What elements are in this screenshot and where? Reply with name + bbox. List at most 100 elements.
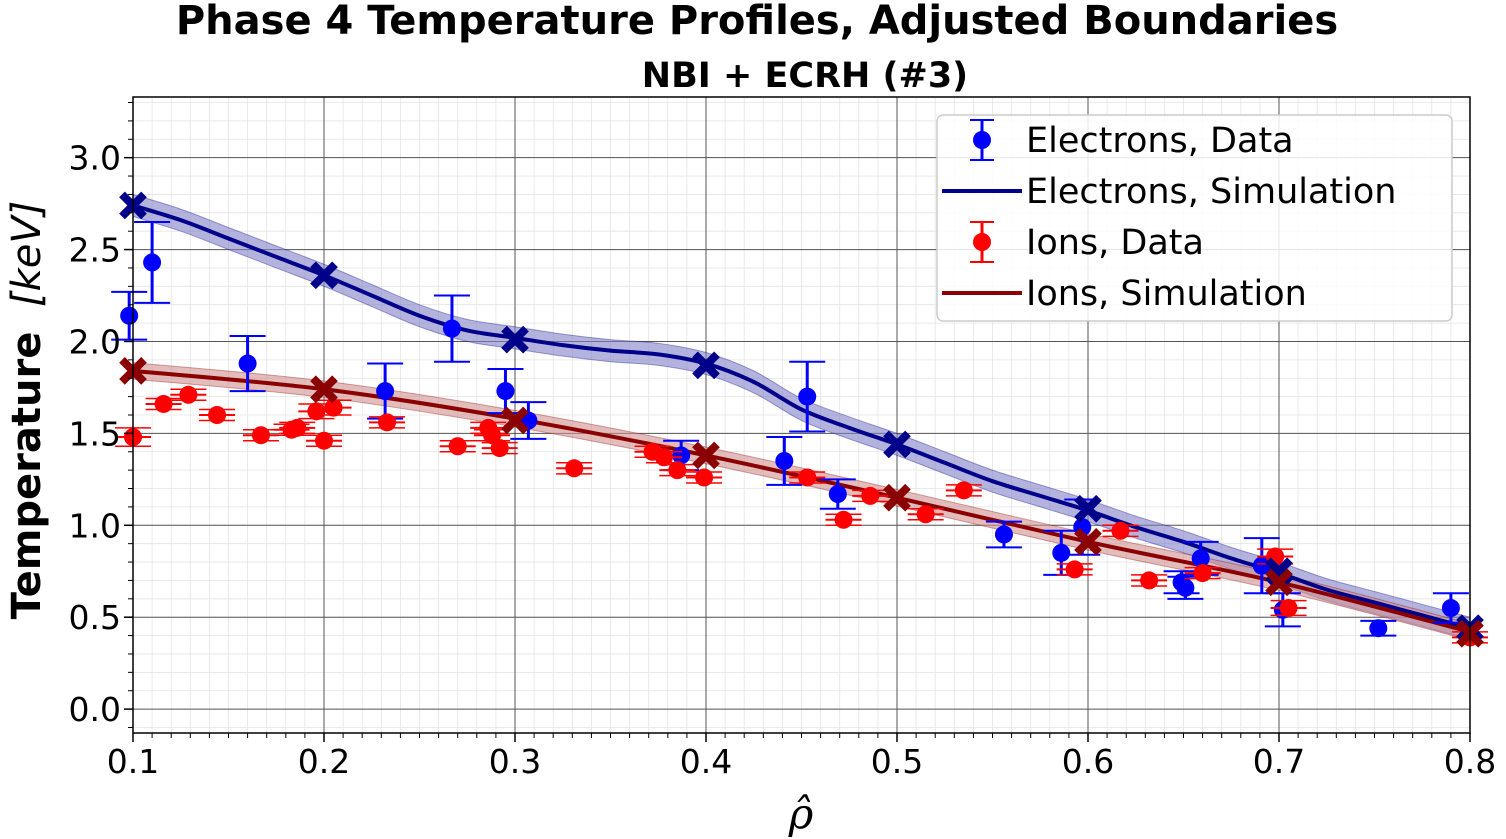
data-point <box>945 481 982 500</box>
data-marker <box>834 510 853 529</box>
data-marker <box>1279 599 1298 618</box>
y-tick-label: 1.5 <box>69 414 121 453</box>
data-point <box>145 394 182 413</box>
data-point <box>556 459 593 478</box>
data-point <box>315 398 352 417</box>
data-point <box>1360 619 1397 638</box>
data-point <box>134 220 171 304</box>
data-marker <box>1052 543 1071 562</box>
data-point <box>439 437 476 456</box>
data-point <box>907 505 944 524</box>
data-marker <box>1140 571 1159 590</box>
legend-box <box>936 114 1453 322</box>
y-tick-label: 3.0 <box>69 139 121 178</box>
y-tick-label: 2.0 <box>69 322 121 361</box>
data-marker <box>448 437 467 456</box>
simulation-x-marker <box>883 483 911 512</box>
simulation-x-marker <box>1074 494 1102 523</box>
data-point <box>645 448 682 467</box>
data-marker <box>861 486 880 505</box>
data-point <box>1184 564 1221 583</box>
data-marker <box>775 451 794 470</box>
data-marker <box>288 418 307 437</box>
data-point <box>789 468 826 487</box>
y-tick-label: 0.5 <box>69 598 121 637</box>
data-point <box>1167 575 1204 600</box>
data-marker <box>315 431 333 450</box>
data-marker <box>1369 619 1388 638</box>
data-point <box>487 368 524 415</box>
y-tick-label: 1.0 <box>69 506 121 545</box>
data-marker <box>1191 549 1210 568</box>
data-point <box>229 334 266 393</box>
data-point <box>686 468 723 487</box>
simulation-x-marker <box>501 406 529 435</box>
legend-marker <box>973 131 991 149</box>
data-point <box>242 426 279 445</box>
data-point <box>1131 571 1168 590</box>
data-marker <box>490 439 509 458</box>
data-marker <box>1441 599 1460 618</box>
simulation-x-marker <box>310 375 338 404</box>
data-marker <box>307 402 326 421</box>
y-axis-label-unit: [keV] <box>4 201 50 307</box>
simulation-x-marker <box>692 441 720 470</box>
data-marker <box>654 448 673 467</box>
simulation-x-marker <box>692 351 720 380</box>
data-marker <box>1193 564 1212 583</box>
x-tick-label: 0.5 <box>871 742 923 781</box>
data-point <box>306 431 342 450</box>
data-point <box>789 360 826 433</box>
x-tick-label: 0.2 <box>298 742 350 781</box>
data-marker <box>668 461 687 480</box>
axis-ticks: 0.1 0.2 0.3 0.4 0.5 0.6 0.7 0.8 0.0 0.5 1.0 1.5 2.0 2… <box>69 102 1496 781</box>
data-marker <box>154 394 173 413</box>
simulation-x-marker <box>883 430 911 459</box>
simulation-x-marker <box>501 325 529 354</box>
data-marker <box>1176 578 1195 597</box>
x-tick-label: 0.1 <box>107 742 159 781</box>
data-point <box>852 486 889 505</box>
data-marker <box>695 468 714 487</box>
data-marker <box>376 382 395 401</box>
data-point <box>1270 599 1307 618</box>
data-marker <box>208 406 227 424</box>
data-marker <box>238 354 257 373</box>
y-tick-label: 2.5 <box>69 231 121 270</box>
data-marker <box>378 413 397 432</box>
data-point <box>985 520 1022 549</box>
data-marker <box>672 446 691 465</box>
data-point <box>481 439 518 458</box>
data-point <box>199 406 236 424</box>
major-grid <box>132 97 1471 733</box>
data-point <box>659 461 696 480</box>
data-marker <box>828 485 847 504</box>
data-point <box>279 418 316 437</box>
x-tick-label: 0.4 <box>680 742 732 781</box>
data-point <box>433 294 470 363</box>
data-points <box>111 220 1488 647</box>
data-marker <box>120 306 139 325</box>
data-marker <box>954 481 973 500</box>
data-point <box>1102 521 1139 540</box>
data-marker <box>143 253 162 272</box>
simulation-x-marker <box>1265 568 1293 597</box>
x-tick-label: 0.8 <box>1444 742 1496 781</box>
data-point <box>766 436 803 486</box>
data-marker <box>1252 556 1271 575</box>
y-axis-label-bold: Temperature <box>4 332 50 620</box>
chart-title: Phase 4 Temperature Profiles, Adjusted B… <box>176 0 1338 44</box>
data-marker <box>442 319 461 338</box>
simulation-x-marker <box>310 261 338 290</box>
data-marker <box>1065 560 1084 579</box>
data-marker <box>251 426 270 445</box>
data-point <box>1243 537 1280 595</box>
data-marker <box>496 382 515 401</box>
y-tick-label: 0.0 <box>69 690 121 729</box>
chart-subtitle: NBI + ECRH (#3) <box>642 56 968 96</box>
legend-marker <box>973 233 991 251</box>
legend-label: Ions, Simulation <box>1026 274 1307 314</box>
data-point <box>369 413 406 432</box>
x-tick-label: 0.3 <box>489 742 541 781</box>
